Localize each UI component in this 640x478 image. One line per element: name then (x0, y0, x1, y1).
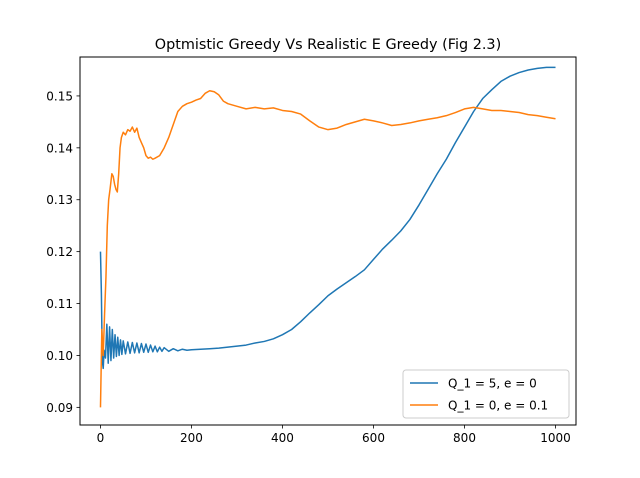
y-tick-label: 0.10 (46, 349, 73, 363)
x-tick-label: 200 (180, 431, 203, 445)
plot-area-frame (79, 56, 577, 426)
y-tick-label: 0.12 (46, 245, 73, 259)
x-tick-label: 800 (453, 431, 476, 445)
y-tick-label: 0.14 (46, 141, 73, 155)
x-tick-label: 400 (271, 431, 294, 445)
legend-label-2: Q_1 = 0, e = 0.1 (448, 399, 548, 413)
x-axis: 0 200 400 600 800 1000 (97, 425, 571, 445)
legend-label-1: Q_1 = 5, e = 0 (448, 377, 537, 391)
x-tick-label: 0 (97, 431, 105, 445)
y-tick-label: 0.11 (46, 297, 73, 311)
x-tick-label: 600 (362, 431, 385, 445)
chart-title: Optmistic Greedy Vs Realistic E Greedy (… (155, 37, 501, 53)
plot-lines (99, 66, 556, 408)
y-tick-label: 0.15 (46, 89, 73, 103)
series-line-1 (99, 66, 556, 370)
y-tick-label: 0.09 (46, 401, 73, 415)
series-line-2 (99, 89, 556, 408)
legend-box (402, 369, 570, 419)
y-axis: 0.09 0.10 0.11 0.12 0.13 0.14 0.15 (46, 89, 80, 415)
y-tick-label: 0.13 (46, 193, 73, 207)
x-tick-label: 1000 (540, 431, 571, 445)
legend: Q_1 = 5, e = 0 Q_1 = 0, e = 0.1 (402, 369, 570, 419)
